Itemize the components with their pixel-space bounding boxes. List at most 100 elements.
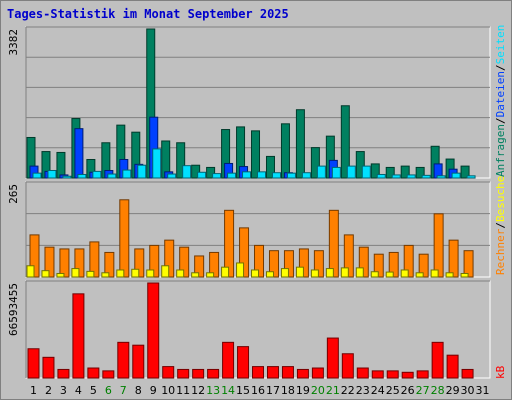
x-tick-label-17: 17 — [266, 384, 280, 397]
bar-seiten-1 — [32, 172, 42, 179]
bar-seiten-29 — [451, 172, 461, 179]
x-tick-label-19: 19 — [296, 384, 310, 397]
bar-rechner-23 — [355, 267, 364, 278]
bar-seiten-8 — [137, 164, 147, 179]
bar-seiten-22 — [346, 165, 356, 179]
bar-kb-27 — [416, 370, 429, 379]
bar-rechner-13 — [206, 272, 215, 278]
bar-anfragen-17 — [265, 155, 275, 179]
x-tick-label-14: 14 — [221, 384, 235, 397]
x-tick-label-13: 13 — [206, 384, 220, 397]
x-tick-label-23: 23 — [356, 384, 370, 397]
bar-rechner-21 — [325, 268, 334, 278]
bar-seiten-15 — [242, 171, 252, 179]
bar-seiten-11 — [182, 165, 192, 179]
bar-kb-4 — [72, 293, 85, 379]
x-tick-label-15: 15 — [236, 384, 250, 397]
legend-top: Anfragen/Dateien/Seiten — [494, 25, 507, 177]
x-tick-label-21: 21 — [326, 384, 340, 397]
bar-kb-10 — [162, 366, 175, 379]
y-max-label: 3382 — [7, 29, 20, 56]
x-tick-label-22: 22 — [341, 384, 355, 397]
bar-rechner-11 — [176, 269, 185, 278]
bar-anfragen-3 — [56, 151, 66, 179]
bar-rechner-27 — [415, 272, 424, 278]
y-max-label: 265 — [7, 184, 20, 204]
bar-anfragen-12 — [191, 164, 201, 179]
bar-rechner-29 — [445, 272, 454, 278]
bar-rechner-19 — [295, 266, 304, 278]
bar-besuche-7 — [119, 199, 130, 278]
x-tick-label-11: 11 — [176, 384, 190, 397]
bar-seiten-19 — [301, 172, 311, 179]
bar-rechner-28 — [430, 269, 439, 278]
bar-besuche-3 — [59, 248, 70, 278]
x-tick-label-12: 12 — [191, 384, 205, 397]
bar-rechner-12 — [191, 272, 200, 278]
legend-seiten: Seiten — [494, 25, 507, 65]
bar-seiten-18 — [286, 172, 296, 179]
x-tick-label-16: 16 — [251, 384, 265, 397]
bar-seiten-9 — [152, 148, 162, 179]
bar-anfragen-11 — [176, 142, 186, 179]
bar-anfragen-27 — [415, 166, 425, 179]
x-tick-label-8: 8 — [135, 384, 142, 397]
x-tick-label-7: 7 — [120, 384, 127, 397]
bar-seiten-28 — [436, 175, 446, 179]
x-tick-label-31: 31 — [476, 384, 490, 397]
legend-separator: / — [494, 117, 507, 124]
bar-kb-29 — [446, 354, 459, 379]
bar-kb-19 — [296, 368, 309, 379]
bar-seiten-23 — [361, 165, 371, 179]
legend-separator: / — [494, 64, 507, 71]
bar-rechner-1 — [26, 265, 35, 278]
x-tick-label-27: 27 — [416, 384, 430, 397]
x-tick-label-26: 26 — [401, 384, 415, 397]
bar-rechner-24 — [370, 271, 379, 278]
x-tick-label-1: 1 — [30, 384, 37, 397]
bar-kb-13 — [207, 368, 220, 379]
chart-title: Tages-Statistik im Monat September 2025 — [7, 7, 289, 21]
bar-seiten-27 — [421, 174, 431, 179]
bar-kb-2 — [42, 356, 55, 379]
bar-kb-28 — [431, 341, 444, 379]
bar-seiten-20 — [316, 165, 326, 179]
bar-anfragen-20 — [310, 147, 320, 179]
bar-kb-25 — [386, 370, 399, 379]
bar-anfragen-19 — [295, 109, 305, 179]
bar-seiten-30 — [466, 175, 476, 179]
bar-rechner-17 — [265, 271, 274, 278]
bar-seiten-24 — [376, 173, 386, 179]
x-tick-label-4: 4 — [75, 384, 82, 397]
bar-besuche-28 — [433, 213, 444, 278]
bar-kb-23 — [356, 367, 369, 379]
bar-kb-6 — [102, 370, 115, 379]
x-tick-label-24: 24 — [371, 384, 385, 397]
bar-rechner-25 — [385, 271, 394, 278]
bar-anfragen-26 — [400, 165, 410, 179]
bar-seiten-12 — [197, 171, 207, 179]
bar-anfragen-16 — [251, 130, 261, 179]
bar-rechner-14 — [221, 266, 230, 278]
bar-seiten-13 — [212, 173, 222, 179]
bar-kb-18 — [281, 366, 294, 379]
bar-rechner-10 — [161, 265, 170, 278]
legend-middle: Rechner/Besuche — [494, 176, 507, 275]
bar-anfragen-24 — [370, 163, 380, 179]
x-tick-label-30: 30 — [461, 384, 475, 397]
bar-rechner-7 — [116, 269, 125, 278]
x-tick-label-29: 29 — [446, 384, 460, 397]
bar-kb-12 — [192, 368, 205, 379]
bar-rechner-3 — [56, 272, 65, 278]
x-tick-label-25: 25 — [386, 384, 400, 397]
legend-rechner: Rechner — [494, 228, 507, 275]
legend-besuche: Besuche — [494, 176, 507, 222]
bar-anfragen-13 — [206, 166, 216, 179]
x-tick-label-3: 3 — [60, 384, 67, 397]
bar-kb-3 — [57, 368, 70, 379]
bar-kb-1 — [27, 348, 40, 379]
bar-rechner-5 — [86, 270, 95, 278]
bar-kb-20 — [311, 367, 324, 379]
bar-besuche-21 — [328, 209, 339, 278]
